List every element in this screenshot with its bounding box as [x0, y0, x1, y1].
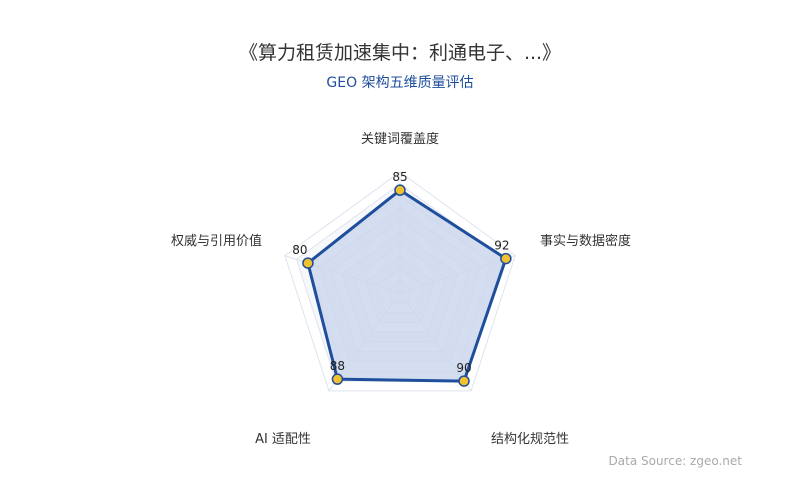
- data-area: [306, 188, 508, 383]
- indicator-label: 结构化规范性: [491, 432, 569, 447]
- chart-subtitle: GEO 架构五维质量评估: [326, 75, 474, 91]
- data-point: [302, 257, 314, 269]
- data-label: 85: [392, 170, 407, 184]
- chart-title: 《算力租赁加速集中：利通电子、...》: [238, 42, 562, 64]
- data-point: [394, 184, 406, 196]
- data-source: Data Source: zgeo.net: [608, 454, 742, 468]
- data-label: 80: [292, 243, 307, 257]
- data-point: [331, 373, 344, 385]
- indicator-label: 权威与引用价值: [171, 233, 262, 249]
- indicator-label: AI 适配性: [255, 432, 311, 447]
- data-point: [500, 252, 512, 265]
- indicator-label: 事实与数据密度: [540, 233, 631, 249]
- data-label: 92: [494, 239, 509, 253]
- data-label: 88: [330, 359, 345, 373]
- data-label: 90: [456, 361, 471, 375]
- indicator-label: 关键词覆盖度: [361, 131, 439, 147]
- data-point: [458, 375, 470, 387]
